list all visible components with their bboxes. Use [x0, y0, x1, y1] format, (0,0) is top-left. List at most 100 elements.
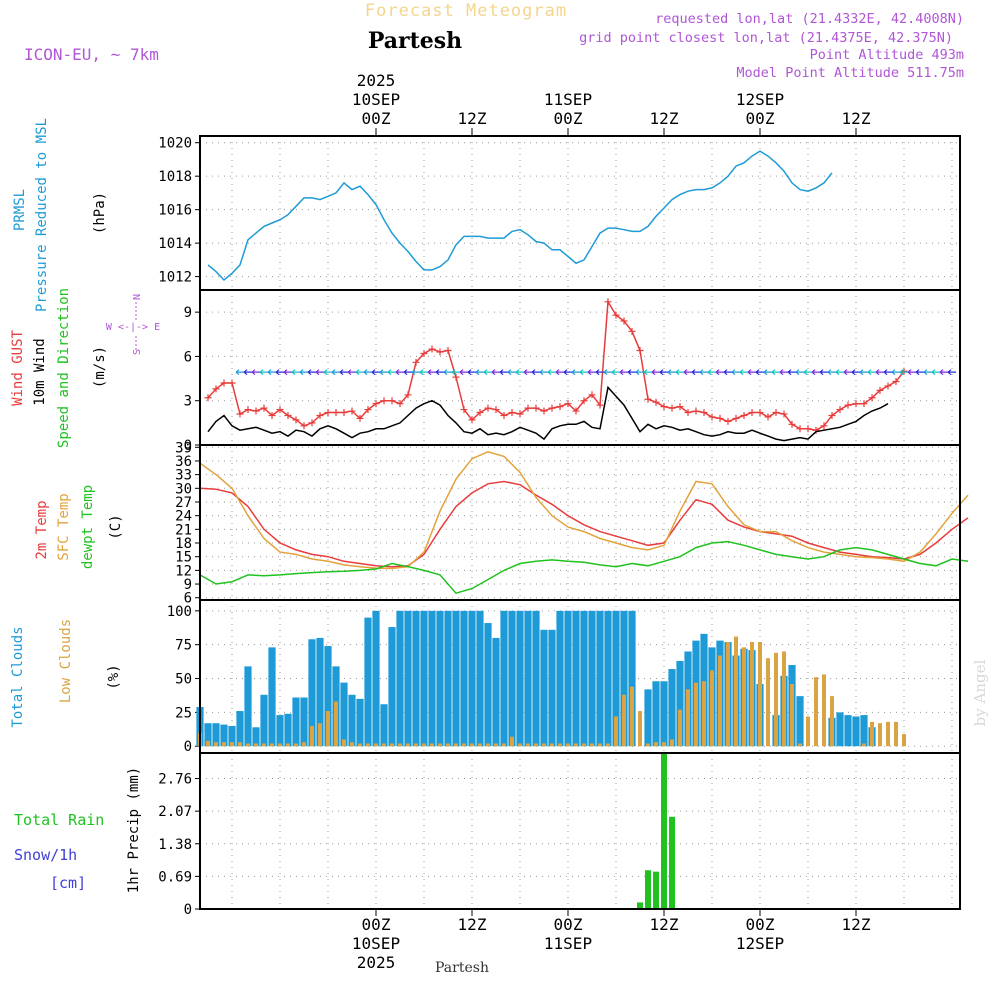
gust-marker [348, 407, 356, 415]
clouds-bar [494, 743, 498, 747]
wind-arrow [883, 369, 892, 376]
gust-marker [868, 394, 876, 402]
wind-arrow [587, 369, 596, 376]
wind-arrow [627, 369, 636, 376]
clouds-bar [860, 715, 868, 747]
gust-marker [716, 414, 724, 422]
wind-arrow [699, 369, 708, 376]
top-tick-label: 00Z [554, 109, 583, 128]
clouds-bar [270, 743, 274, 747]
wind-arrow [435, 369, 444, 376]
gust-marker [540, 407, 548, 415]
clouds-bar [734, 636, 738, 747]
point-altitude: Point Altitude 493m [810, 47, 964, 63]
sfc-label: SFC Temp [56, 493, 72, 560]
top-tick-label: 11SEP [544, 90, 592, 109]
wind-arrow [939, 369, 948, 376]
clouds-bar [878, 723, 882, 747]
gust-marker [340, 409, 348, 417]
clouds-bar [580, 610, 588, 747]
wind-arrow [603, 369, 612, 376]
gridpoint-coords: grid point closest lon,lat (21.4375E, 42… [579, 30, 953, 46]
gust-marker [772, 409, 780, 417]
y-tick-label: 1.38 [158, 837, 192, 853]
clouds-bar [694, 682, 698, 747]
pressure-line [207, 150, 833, 282]
bottom-tick-label: 11SEP [544, 934, 592, 953]
gust-marker [644, 395, 652, 403]
gust-marker [372, 400, 380, 408]
clouds-bar [572, 610, 580, 747]
clouds-bar [414, 743, 418, 747]
wind-arrow [363, 369, 372, 376]
gust-marker [764, 413, 772, 421]
wind-arrow [803, 369, 812, 376]
clouds-bar [324, 646, 332, 747]
gust-marker [596, 401, 604, 409]
clouds-bar [278, 743, 282, 747]
clouds-panel: 0 25 50 75 100 [167, 599, 961, 755]
y-tick-label: 0 [184, 739, 192, 755]
gust-marker [268, 411, 276, 419]
wind-arrow [563, 369, 572, 376]
wind-arrow [931, 369, 940, 376]
clouds-bar [534, 743, 538, 747]
clouds-bar [356, 698, 364, 747]
gust-marker [252, 407, 260, 415]
clouds-bar [710, 670, 714, 747]
clouds-bar [686, 689, 690, 747]
clouds-bar [606, 743, 610, 747]
gust-marker [388, 397, 396, 405]
clouds-bar [646, 743, 650, 747]
clouds-bar [844, 715, 852, 747]
bottom-tick-label: 12SEP [736, 934, 784, 953]
gust-marker [836, 406, 844, 414]
wind-arrow [467, 369, 476, 376]
clouds-bar [500, 610, 508, 747]
gust-marker [308, 419, 316, 427]
wind-arrow [491, 369, 500, 376]
wind-arrow [875, 369, 884, 376]
wind-arrow [635, 369, 644, 376]
clouds-bar [782, 651, 786, 747]
gust-marker [660, 403, 668, 411]
clouds-bar [516, 610, 524, 747]
pressure-labels: PRMSL Pressure Reduced to MSL (hPa) [12, 118, 108, 312]
clouds-bar [342, 739, 346, 747]
y-tick-label: 0.69 [158, 869, 192, 885]
wind-arrow [243, 369, 252, 376]
clouds-bar [310, 725, 314, 747]
compass-n: N [132, 294, 143, 300]
clouds-bar [574, 743, 578, 747]
gust-marker [356, 414, 364, 422]
gust-marker [436, 348, 444, 356]
clouds-bar [486, 743, 490, 747]
gust-marker [676, 403, 684, 411]
clouds-bar [894, 721, 898, 747]
clouds-bar [406, 743, 410, 747]
wind-arrow [715, 369, 724, 376]
gust-marker [820, 422, 828, 430]
wind-arrow [747, 369, 756, 376]
compass-we: W <-|-> E [106, 322, 160, 333]
snow-label: Snow/1h [14, 846, 77, 864]
wind-arrow [675, 369, 684, 376]
wind-arrow [595, 369, 604, 376]
clouds-bar [436, 610, 444, 747]
clouds-bar [660, 681, 668, 747]
clouds-bar [492, 637, 500, 747]
bottom-tick-label: 12Z [650, 915, 679, 934]
y-tick-label: 2.76 [158, 772, 192, 788]
clouds-bar [348, 694, 356, 747]
y-tick-label: 1018 [158, 169, 192, 185]
clouds-bar [604, 610, 612, 747]
wind-arrow [611, 369, 620, 376]
clouds-bar [806, 716, 810, 747]
dewpt-label: dewpt Temp [80, 485, 96, 569]
precip-bar [669, 816, 675, 909]
gust-marker [876, 386, 884, 394]
precip-bar [653, 871, 659, 909]
gust-marker [300, 422, 308, 430]
wind-arrow [299, 369, 308, 376]
clouds-bar [590, 743, 594, 747]
